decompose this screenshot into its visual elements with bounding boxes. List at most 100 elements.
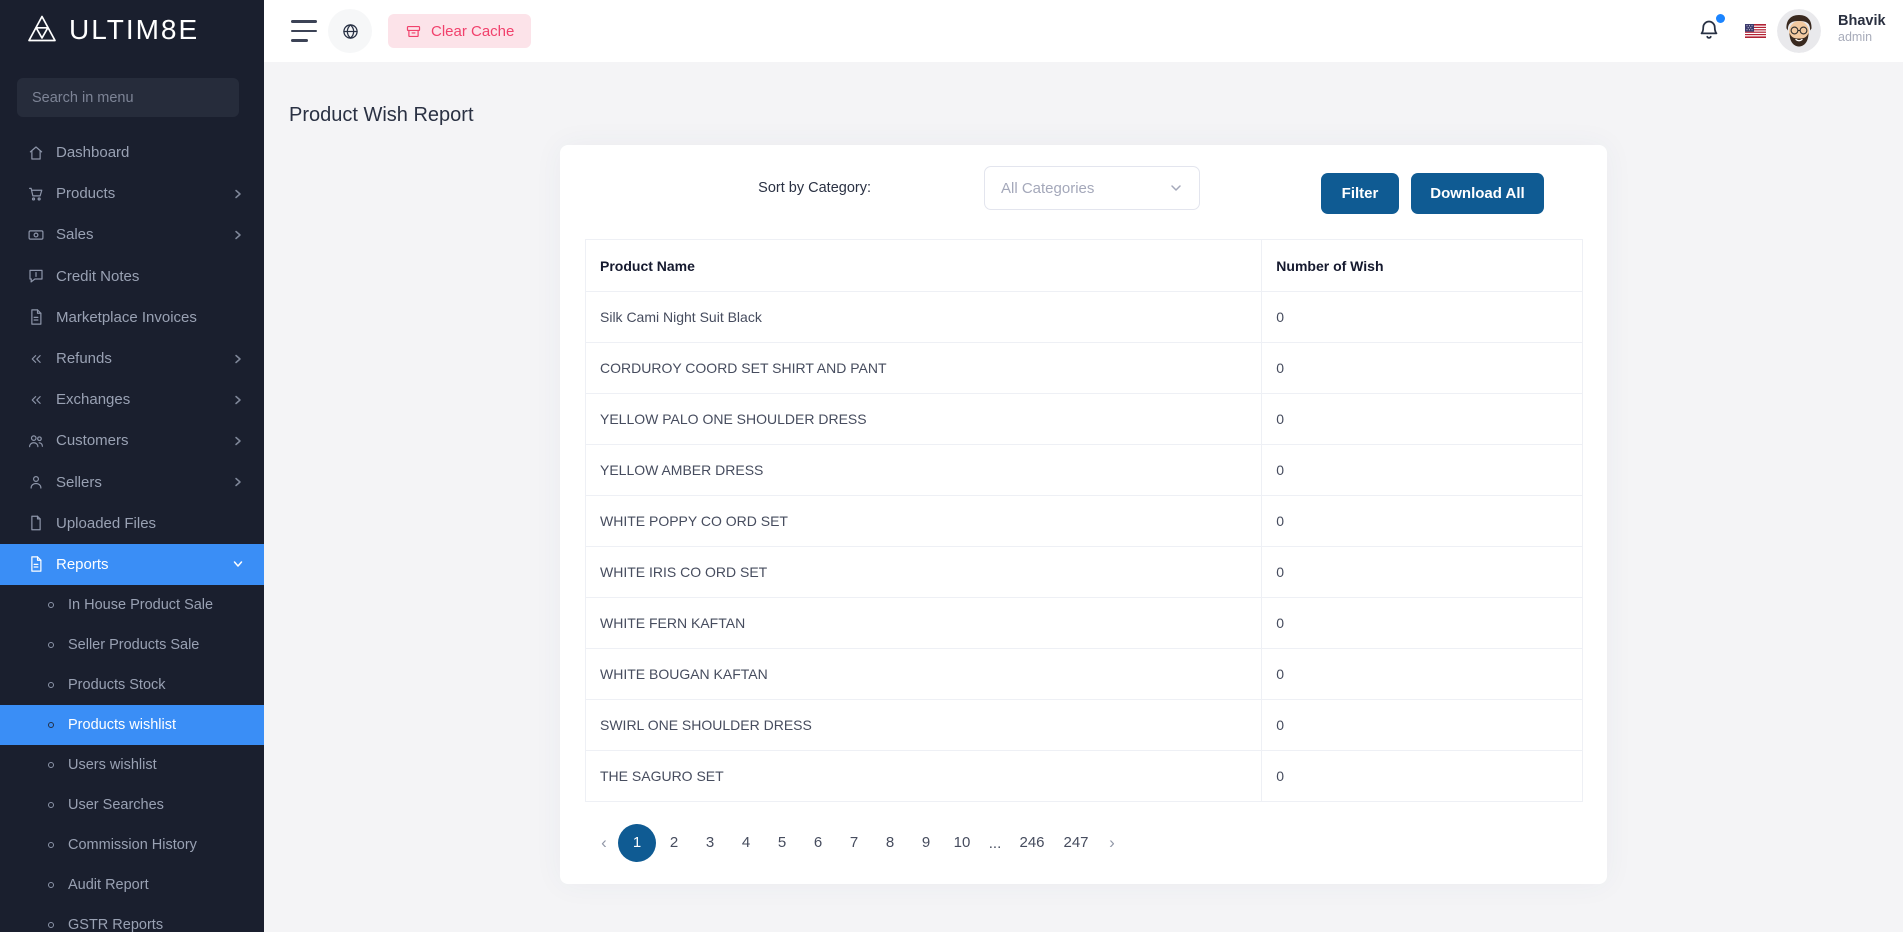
sidebar-subitem-audit-report[interactable]: Audit Report — [0, 865, 264, 905]
wish-count-cell: 0 — [1261, 546, 1583, 598]
sidebar-subitem-seller-products-sale[interactable]: Seller Products Sale — [0, 625, 264, 665]
sidebar-subitem-label: User Searches — [68, 797, 164, 813]
sidebar-item-label: Credit Notes — [56, 267, 140, 285]
chevron-right-icon — [232, 353, 244, 365]
sidebar-item-marketplace-invoices[interactable]: Marketplace Invoices — [0, 297, 264, 338]
sidebar-subitem-label: Products Stock — [68, 677, 166, 693]
sidebar-item-reports[interactable]: Reports — [0, 543, 264, 586]
pagination-ellipsis: ... — [988, 834, 1002, 852]
category-select[interactable]: All Categories — [984, 166, 1200, 210]
download-all-button[interactable]: Download All — [1411, 173, 1544, 214]
table-row: CORDUROY COORD SET SHIRT AND PANT 0 — [584, 342, 1583, 394]
sidebar-item-label: Uploaded Files — [56, 514, 157, 532]
sidebar-item-refunds[interactable]: Refunds — [0, 338, 264, 379]
invoice-icon — [27, 308, 45, 326]
filter-button[interactable]: Filter — [1321, 173, 1399, 214]
wish-count-cell: 0 — [1261, 342, 1583, 394]
pagination-page-8[interactable]: 8 — [885, 834, 895, 851]
sidebar-item-products[interactable]: Products — [0, 173, 264, 214]
cash-icon — [27, 226, 45, 244]
sidebar-subitem-gstr-reports[interactable]: GSTR Reports — [0, 905, 264, 932]
pagination-page-7[interactable]: 7 — [849, 834, 859, 851]
sidebar-item-label: Products — [56, 185, 116, 203]
report-icon — [27, 555, 45, 573]
users-icon — [27, 432, 45, 450]
sidebar-item-label: Reports — [56, 555, 109, 573]
pagination-next-button[interactable]: › — [1109, 833, 1115, 852]
language-flag-us[interactable] — [1745, 24, 1766, 38]
sidebar-subitem-products-stock[interactable]: Products Stock — [0, 665, 264, 705]
page-title: Product Wish Report — [289, 104, 474, 126]
sidebar-item-uploaded-files[interactable]: Uploaded Files — [0, 503, 264, 544]
pagination-page-6[interactable]: 6 — [813, 834, 823, 851]
topbar: Clear Cache — [264, 0, 1903, 62]
sidebar-item-label: Exchanges — [56, 391, 131, 409]
sidebar-subitem-label: In House Product Sale — [68, 597, 214, 613]
product-name-cell: WHITE BOUGAN KAFTAN — [584, 648, 1263, 700]
sidebar-item-sellers[interactable]: Sellers — [0, 462, 264, 503]
pagination: ‹ 1 2 3 4 5 6 7 8 9 10 ... 246 247 › — [590, 823, 1126, 863]
product-name-cell: WHITE FERN KAFTAN — [584, 597, 1263, 649]
cache-drive-icon — [405, 23, 422, 40]
bullet-icon — [48, 802, 54, 808]
pagination-prev-button[interactable]: ‹ — [601, 833, 607, 852]
chevron-right-icon — [232, 229, 244, 241]
sidebar-item-dashboard[interactable]: Dashboard — [0, 132, 264, 173]
sidebar-item-customers[interactable]: Customers — [0, 420, 264, 461]
pagination-page-5[interactable]: 5 — [777, 834, 787, 851]
user-info[interactable]: Bhavik admin — [1838, 12, 1886, 46]
pagination-page-9[interactable]: 9 — [921, 834, 931, 851]
wish-count-cell: 0 — [1261, 291, 1583, 343]
product-name-cell: YELLOW AMBER DRESS — [584, 444, 1263, 496]
bullet-icon — [48, 922, 54, 928]
notifications-button[interactable] — [1696, 14, 1725, 45]
chevron-down-icon — [1169, 181, 1183, 195]
pagination-page-10[interactable]: 10 — [953, 834, 971, 851]
sidebar-subitem-label: GSTR Reports — [68, 917, 164, 932]
chevron-right-icon — [232, 435, 244, 447]
sidebar-toggle-button[interactable] — [291, 20, 318, 42]
sidebar-subitem-in-house-product-sale[interactable]: In House Product Sale — [0, 585, 264, 625]
user-avatar[interactable] — [1777, 9, 1821, 53]
pagination-page-3[interactable]: 3 — [705, 834, 715, 851]
sidebar-subitem-products-wishlist[interactable]: Products wishlist — [0, 705, 264, 745]
brand-name: ULTIM8E — [69, 14, 200, 45]
pagination-page-4[interactable]: 4 — [741, 834, 751, 851]
file-upload-icon — [27, 514, 45, 532]
bell-icon — [1696, 17, 1724, 43]
sidebar-item-exchanges[interactable]: Exchanges — [0, 379, 264, 420]
clear-cache-button[interactable]: Clear Cache — [388, 14, 532, 48]
table-row: WHITE POPPY CO ORD SET 0 — [584, 495, 1583, 547]
brand-logo[interactable]: ULTIM8E — [24, 12, 199, 48]
bullet-icon — [48, 762, 54, 768]
table-row: WHITE FERN KAFTAN 0 — [584, 597, 1583, 649]
sidebar-subitem-user-searches[interactable]: User Searches — [0, 785, 264, 825]
sidebar-subitem-commission-history[interactable]: Commission History — [0, 825, 264, 865]
language-globe-button[interactable] — [328, 9, 372, 53]
category-select-value: All Categories — [1001, 179, 1095, 197]
chevron-down-icon — [232, 558, 244, 570]
bullet-icon — [48, 642, 54, 648]
pagination-page-247[interactable]: 247 — [1063, 834, 1089, 851]
table-row: THE SAGURO SET 0 — [584, 750, 1583, 802]
pagination-page-1[interactable]: 1 — [618, 824, 656, 862]
sidebar-item-credit-notes[interactable]: Credit Notes — [0, 256, 264, 297]
sidebar-item-label: Dashboard — [56, 144, 130, 162]
pagination-page-246[interactable]: 246 — [1019, 834, 1045, 851]
table-header-row: Product Name Number of Wish — [584, 239, 1583, 292]
chevron-right-icon — [232, 394, 244, 406]
sidebar-subitem-users-wishlist[interactable]: Users wishlist — [0, 745, 264, 785]
home-icon — [27, 144, 45, 162]
product-name-cell: SWIRL ONE SHOULDER DRESS — [584, 699, 1263, 751]
table-row: WHITE BOUGAN KAFTAN 0 — [584, 648, 1583, 700]
sidebar: ULTIM8E Dashboard Products Sales — [0, 0, 264, 932]
sidebar-search-input[interactable] — [17, 78, 239, 117]
pagination-page-2[interactable]: 2 — [669, 834, 679, 851]
user-role: admin — [1838, 30, 1873, 45]
sidebar-item-sales[interactable]: Sales — [0, 214, 264, 255]
sidebar-item-label: Sales — [56, 226, 94, 244]
bullet-icon — [48, 602, 54, 608]
sidebar-subitem-label: Commission History — [68, 837, 197, 853]
rewind-icon — [27, 391, 45, 409]
